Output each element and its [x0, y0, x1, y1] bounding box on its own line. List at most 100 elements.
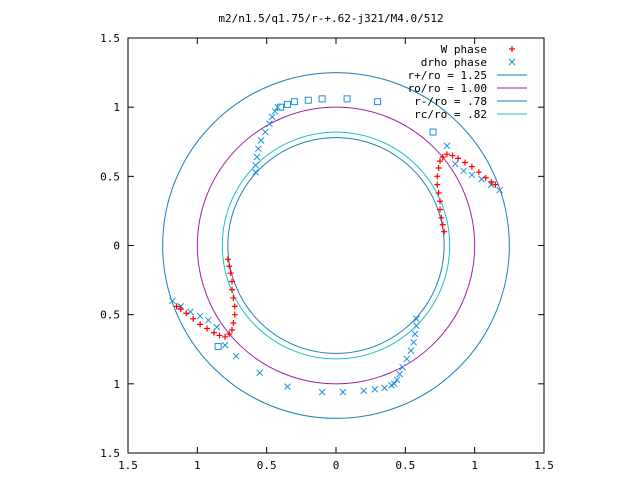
point: [187, 308, 194, 316]
x-tick-label: 1.5: [118, 459, 138, 472]
point: [204, 325, 211, 332]
x-tick-label: 1.5: [534, 459, 554, 472]
y-tick-label: 1: [113, 101, 120, 114]
point: [230, 319, 237, 326]
point: [190, 315, 197, 322]
point: [257, 137, 265, 144]
circle-3: [221, 131, 451, 360]
point: [227, 270, 234, 277]
point: [434, 181, 441, 188]
point: [455, 155, 462, 162]
point: [434, 173, 441, 180]
point: [231, 303, 238, 310]
x-tick-label: 1: [471, 459, 478, 472]
point: [177, 306, 184, 313]
point: [413, 322, 420, 330]
x-tick-label: 0.5: [395, 459, 415, 472]
plot-area: [162, 72, 510, 419]
point: [461, 159, 468, 166]
point: [283, 100, 291, 108]
point: [254, 145, 262, 153]
point: [496, 186, 503, 194]
point: [475, 169, 482, 176]
point: [437, 198, 443, 205]
point: [230, 295, 237, 302]
axes: 1.5 1 0.5 0 0.5 1 1.51.510.500.511.5: [100, 32, 554, 472]
y-tick-label: 1: [113, 378, 120, 391]
point: [396, 370, 404, 378]
point: [231, 311, 238, 318]
series-0: [173, 151, 499, 340]
point: [371, 386, 379, 393]
point: [449, 152, 456, 159]
point: [271, 107, 279, 115]
point: [252, 168, 259, 176]
point: [435, 189, 442, 196]
series-2: [214, 95, 437, 350]
point: [381, 384, 388, 392]
legend-label: W phase: [441, 43, 487, 56]
point: [339, 388, 347, 396]
point: [173, 303, 180, 310]
y-tick-label: 0.5: [100, 170, 120, 183]
legend-label: rc/ro = .82: [414, 108, 487, 121]
point: [196, 312, 204, 320]
point: [318, 388, 326, 396]
point: [304, 96, 312, 104]
point: [460, 167, 467, 175]
point: [343, 95, 351, 103]
point: [410, 338, 418, 346]
point: [451, 160, 459, 168]
point: [435, 165, 442, 172]
point: [439, 153, 446, 160]
y-tick-label: 0: [113, 240, 120, 253]
point: [468, 171, 476, 179]
x-tick-label: 0.5: [257, 459, 277, 472]
point: [411, 330, 419, 338]
point: [205, 316, 212, 324]
circle-0: [162, 72, 510, 419]
point: [399, 363, 406, 371]
point: [403, 355, 411, 363]
point: [290, 98, 298, 106]
y-tick-label: 0.5: [100, 309, 120, 322]
point: [229, 326, 235, 333]
point: [224, 256, 231, 263]
point: [492, 181, 499, 188]
point: [229, 286, 235, 293]
point: [268, 113, 276, 121]
x-tick-label: 1: [194, 459, 201, 472]
point: [210, 329, 217, 336]
point: [318, 95, 326, 103]
circle-1: [196, 106, 476, 385]
legend-marker: [509, 46, 515, 52]
point: [439, 221, 446, 228]
point: [429, 128, 437, 136]
point: [197, 321, 204, 328]
circle-2: [227, 137, 445, 354]
point: [468, 163, 475, 170]
point: [183, 310, 190, 317]
point: [482, 174, 489, 181]
chart-title: m2/n1.5/q1.75/r-+.62-j321/M4.0/512: [218, 12, 443, 25]
legend-label: r-/ro = .78: [414, 95, 487, 108]
legend-label: ro/ro = 1.00: [408, 82, 487, 95]
legend-label: r+/ro = 1.25: [408, 69, 487, 82]
point: [441, 228, 448, 235]
point: [261, 128, 269, 136]
point: [229, 278, 235, 285]
legend-label: drho phase: [421, 56, 487, 69]
legend-marker: [508, 58, 516, 66]
point: [360, 387, 368, 395]
point: [443, 142, 451, 150]
point: [413, 315, 420, 323]
point: [438, 214, 445, 221]
point: [169, 297, 176, 305]
point: [393, 376, 401, 384]
point: [232, 352, 240, 360]
point: [256, 369, 264, 377]
point: [266, 120, 273, 128]
point: [488, 178, 495, 185]
point: [388, 381, 395, 389]
